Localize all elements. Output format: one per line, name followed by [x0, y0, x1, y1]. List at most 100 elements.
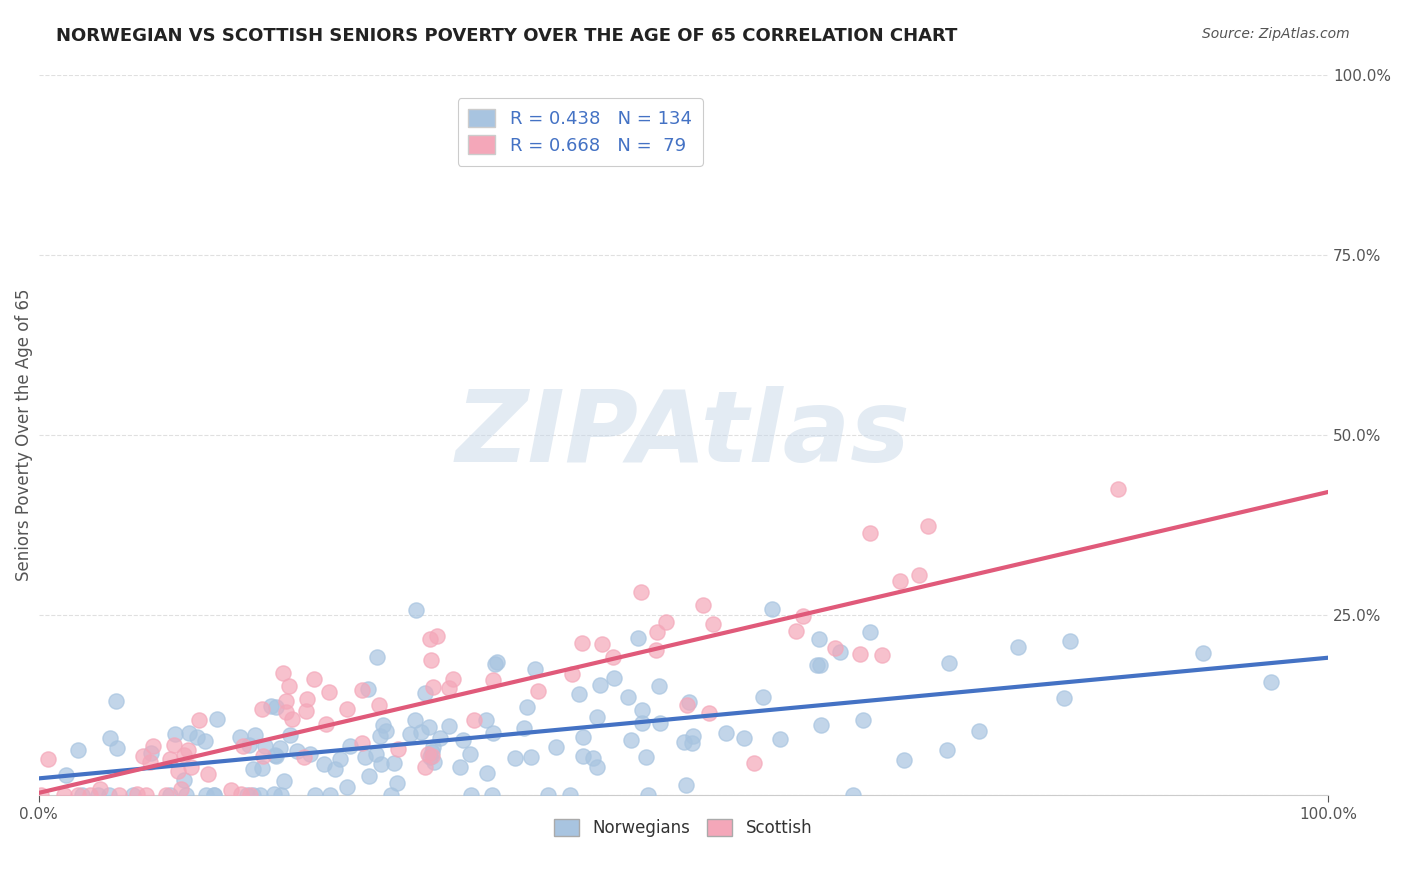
- Point: [194, 734, 217, 748]
- Point: [67, 788, 90, 802]
- Point: [1192, 646, 1215, 660]
- Point: [481, 788, 503, 802]
- Point: [177, 743, 200, 757]
- Point: [242, 788, 264, 802]
- Point: [413, 686, 436, 700]
- Point: [617, 690, 640, 704]
- Point: [463, 713, 485, 727]
- Point: [142, 739, 165, 753]
- Text: NORWEGIAN VS SCOTTISH SENIORS POVERTY OVER THE AGE OF 65 CORRELATION CHART: NORWEGIAN VS SCOTTISH SENIORS POVERTY OV…: [56, 27, 957, 45]
- Point: [692, 598, 714, 612]
- Point: [87, 788, 110, 802]
- Point: [89, 781, 111, 796]
- Point: [264, 749, 287, 764]
- Point: [269, 740, 291, 755]
- Point: [419, 653, 441, 667]
- Point: [423, 756, 446, 770]
- Point: [404, 713, 426, 727]
- Point: [413, 760, 436, 774]
- Point: [98, 788, 121, 802]
- Point: [72, 788, 94, 802]
- Point: [422, 739, 444, 754]
- Point: [204, 788, 226, 802]
- Point: [315, 716, 337, 731]
- Point: [828, 645, 851, 659]
- Point: [482, 673, 505, 688]
- Point: [132, 749, 155, 764]
- Point: [458, 747, 481, 762]
- Point: [107, 741, 129, 756]
- Point: [319, 788, 342, 802]
- Legend: Norwegians, Scottish: Norwegians, Scottish: [548, 813, 818, 844]
- Point: [304, 673, 326, 687]
- Point: [537, 788, 560, 802]
- Point: [387, 741, 409, 756]
- Point: [159, 788, 181, 802]
- Point: [312, 757, 335, 772]
- Point: [266, 699, 288, 714]
- Point: [425, 629, 447, 643]
- Point: [278, 679, 301, 693]
- Point: [474, 713, 496, 727]
- Point: [366, 650, 388, 665]
- Point: [188, 713, 211, 727]
- Point: [67, 742, 90, 756]
- Point: [523, 662, 546, 676]
- Point: [318, 685, 340, 699]
- Point: [141, 746, 163, 760]
- Point: [682, 729, 704, 743]
- Point: [207, 713, 229, 727]
- Point: [405, 603, 427, 617]
- Point: [336, 702, 359, 716]
- Point: [572, 730, 595, 744]
- Point: [460, 788, 482, 802]
- Point: [603, 671, 626, 685]
- Point: [368, 729, 391, 743]
- Point: [252, 761, 274, 775]
- Point: [702, 616, 724, 631]
- Point: [135, 788, 157, 802]
- Point: [806, 657, 828, 672]
- Point: [278, 728, 301, 742]
- Point: [304, 788, 326, 802]
- Point: [678, 694, 700, 708]
- Point: [281, 712, 304, 726]
- Point: [672, 735, 695, 749]
- Point: [100, 731, 122, 745]
- Point: [380, 788, 402, 802]
- Point: [645, 642, 668, 657]
- Point: [139, 756, 162, 770]
- Point: [364, 747, 387, 761]
- Point: [484, 657, 506, 671]
- Point: [449, 760, 471, 774]
- Point: [354, 750, 377, 764]
- Point: [859, 624, 882, 639]
- Point: [872, 648, 894, 662]
- Point: [260, 698, 283, 713]
- Point: [558, 788, 581, 802]
- Point: [1059, 634, 1081, 648]
- Point: [441, 673, 464, 687]
- Point: [591, 636, 613, 650]
- Point: [219, 783, 242, 797]
- Point: [516, 699, 538, 714]
- Point: [571, 636, 593, 650]
- Point: [451, 733, 474, 747]
- Point: [121, 788, 143, 802]
- Point: [336, 780, 359, 794]
- Point: [419, 749, 441, 764]
- Point: [420, 745, 443, 759]
- Point: [409, 724, 432, 739]
- Point: [585, 760, 607, 774]
- Point: [675, 698, 697, 712]
- Point: [270, 788, 292, 802]
- Point: [382, 756, 405, 770]
- Point: [285, 744, 308, 758]
- Point: [297, 692, 319, 706]
- Point: [637, 788, 659, 802]
- Point: [1260, 675, 1282, 690]
- Point: [368, 698, 391, 712]
- Point: [785, 624, 807, 638]
- Point: [648, 679, 671, 693]
- Point: [125, 787, 148, 801]
